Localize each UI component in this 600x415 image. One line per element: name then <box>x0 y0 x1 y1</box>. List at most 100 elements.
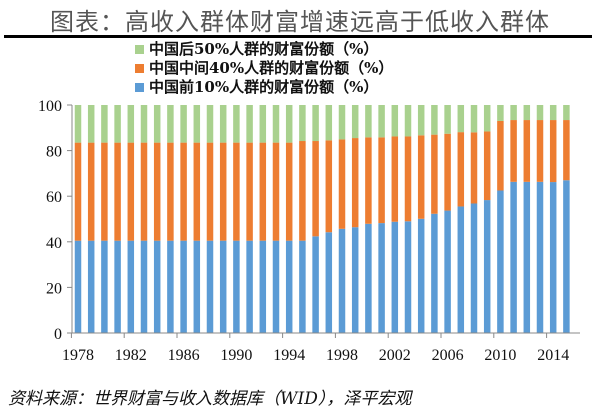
bar-segment-middle40 <box>127 142 135 241</box>
bar-segment-top10 <box>417 218 425 333</box>
bar-segment-top10 <box>338 228 346 333</box>
bar-segment-bottom50 <box>470 105 478 133</box>
bar-segment-middle40 <box>101 142 108 241</box>
bar-segment-top10 <box>312 236 319 333</box>
y-tick-label: 20 <box>46 280 62 297</box>
x-tick-label: 2002 <box>379 347 411 364</box>
bar-segment-bottom50 <box>87 105 95 143</box>
bar-segment-middle40 <box>233 142 240 241</box>
bar-segment-bottom50 <box>444 105 451 134</box>
legend-label: 中国后50%人群的财富份额（%） <box>149 40 379 58</box>
bar-segment-top10 <box>431 213 438 333</box>
bar-segment-bottom50 <box>417 105 425 136</box>
bar-segment-top10 <box>444 210 451 333</box>
bar-segment-middle40 <box>431 134 438 214</box>
bar-segment-top10 <box>351 227 359 333</box>
bar-segment-bottom50 <box>457 105 465 133</box>
bar-segment-bottom50 <box>259 105 267 143</box>
bar-segment-bottom50 <box>167 105 174 143</box>
bar-segment-top10 <box>457 206 465 333</box>
x-tick-label: 2010 <box>484 347 516 364</box>
bar-segment-middle40 <box>444 133 451 211</box>
title-rule <box>4 35 592 38</box>
bar-segment-middle40 <box>312 141 319 237</box>
bar-segment-top10 <box>87 240 95 333</box>
bar-segment-top10 <box>325 232 333 333</box>
bar-segment-middle40 <box>523 120 531 182</box>
legend-swatch-blue <box>135 83 144 92</box>
bar-segment-top10 <box>101 240 108 333</box>
bar-segment-bottom50 <box>431 105 438 135</box>
bar-segment-top10 <box>153 240 161 333</box>
bar-segment-middle40 <box>549 120 557 183</box>
bar-segment-top10 <box>365 223 372 333</box>
bar-segment-middle40 <box>87 142 95 241</box>
bar-segment-top10 <box>483 200 491 333</box>
bar-segment-top10 <box>549 182 557 333</box>
bar-segment-bottom50 <box>549 105 557 121</box>
bar-segment-middle40 <box>206 142 214 241</box>
bar-segment-middle40 <box>351 138 359 228</box>
legend-item-middle40: 中国中间40%人群的财富份额（%） <box>135 59 393 78</box>
bar-segment-bottom50 <box>285 105 293 143</box>
bar-segment-middle40 <box>497 120 504 191</box>
bar-segment-bottom50 <box>338 105 346 140</box>
bar-segment-middle40 <box>404 136 412 222</box>
bar-segment-middle40 <box>259 142 267 241</box>
bar-segment-top10 <box>536 181 544 333</box>
legend-label: 中国中间40%人群的财富份额（%） <box>149 59 394 77</box>
bar-segment-middle40 <box>510 120 517 182</box>
bar-segment-middle40 <box>246 142 253 241</box>
bar-segment-bottom50 <box>114 105 121 143</box>
bar-segment-bottom50 <box>153 105 161 143</box>
bar-segment-top10 <box>246 240 253 333</box>
legend: 中国后50%人群的财富份额（%） 中国中间40%人群的财富份额（%） 中国前10… <box>135 40 393 97</box>
legend-label: 中国前10%人群的财富份额（%） <box>149 78 379 96</box>
bar-segment-top10 <box>563 180 570 333</box>
bar-segment-top10 <box>285 240 293 333</box>
bar-segment-top10 <box>206 240 214 333</box>
bar-segment-bottom50 <box>325 105 333 141</box>
bar-segment-top10 <box>378 223 385 333</box>
x-tick-label: 1990 <box>220 347 252 364</box>
x-tick-label: 1986 <box>168 347 200 364</box>
bar-segment-bottom50 <box>246 105 253 143</box>
bar-segment-middle40 <box>470 132 478 204</box>
x-tick-label: 1982 <box>115 347 147 364</box>
legend-item-top10: 中国前10%人群的财富份额（%） <box>135 78 393 97</box>
bar-segment-top10 <box>219 240 227 333</box>
bar-segment-middle40 <box>74 142 82 241</box>
bar-segment-bottom50 <box>219 105 227 143</box>
legend-swatch-green <box>135 45 144 54</box>
y-tick-label: 0 <box>54 326 62 343</box>
bar-segment-middle40 <box>391 136 399 222</box>
bar-segment-bottom50 <box>510 105 517 121</box>
bar-segment-middle40 <box>378 137 385 224</box>
bar-segment-middle40 <box>114 142 121 241</box>
chart-title: 图表：高收入群体财富增速远高于低收入群体 <box>50 8 550 36</box>
bar-segment-bottom50 <box>272 105 280 143</box>
bar-segment-bottom50 <box>483 105 491 132</box>
bar-segment-bottom50 <box>127 105 135 143</box>
bar-segment-bottom50 <box>206 105 214 143</box>
bar-segment-top10 <box>523 181 531 333</box>
bar-segment-top10 <box>74 240 82 333</box>
bar-segment-middle40 <box>167 142 174 241</box>
bar-segment-bottom50 <box>140 105 148 143</box>
bar-segment-middle40 <box>536 120 544 182</box>
bar-segment-top10 <box>193 240 201 333</box>
y-tick-label: 60 <box>46 189 62 206</box>
bar-segment-middle40 <box>483 131 491 201</box>
bar-segment-bottom50 <box>563 105 570 121</box>
bar-segment-top10 <box>140 240 148 333</box>
bar-segment-bottom50 <box>101 105 108 143</box>
y-tick-label: 40 <box>46 235 62 252</box>
bar-segment-top10 <box>114 240 121 333</box>
bar-segment-top10 <box>233 240 240 333</box>
x-tick-label: 2014 <box>537 347 569 364</box>
bar-segment-middle40 <box>180 142 187 241</box>
bar-segment-top10 <box>259 240 267 333</box>
legend-swatch-orange <box>135 64 144 73</box>
bar-segment-bottom50 <box>299 105 306 142</box>
